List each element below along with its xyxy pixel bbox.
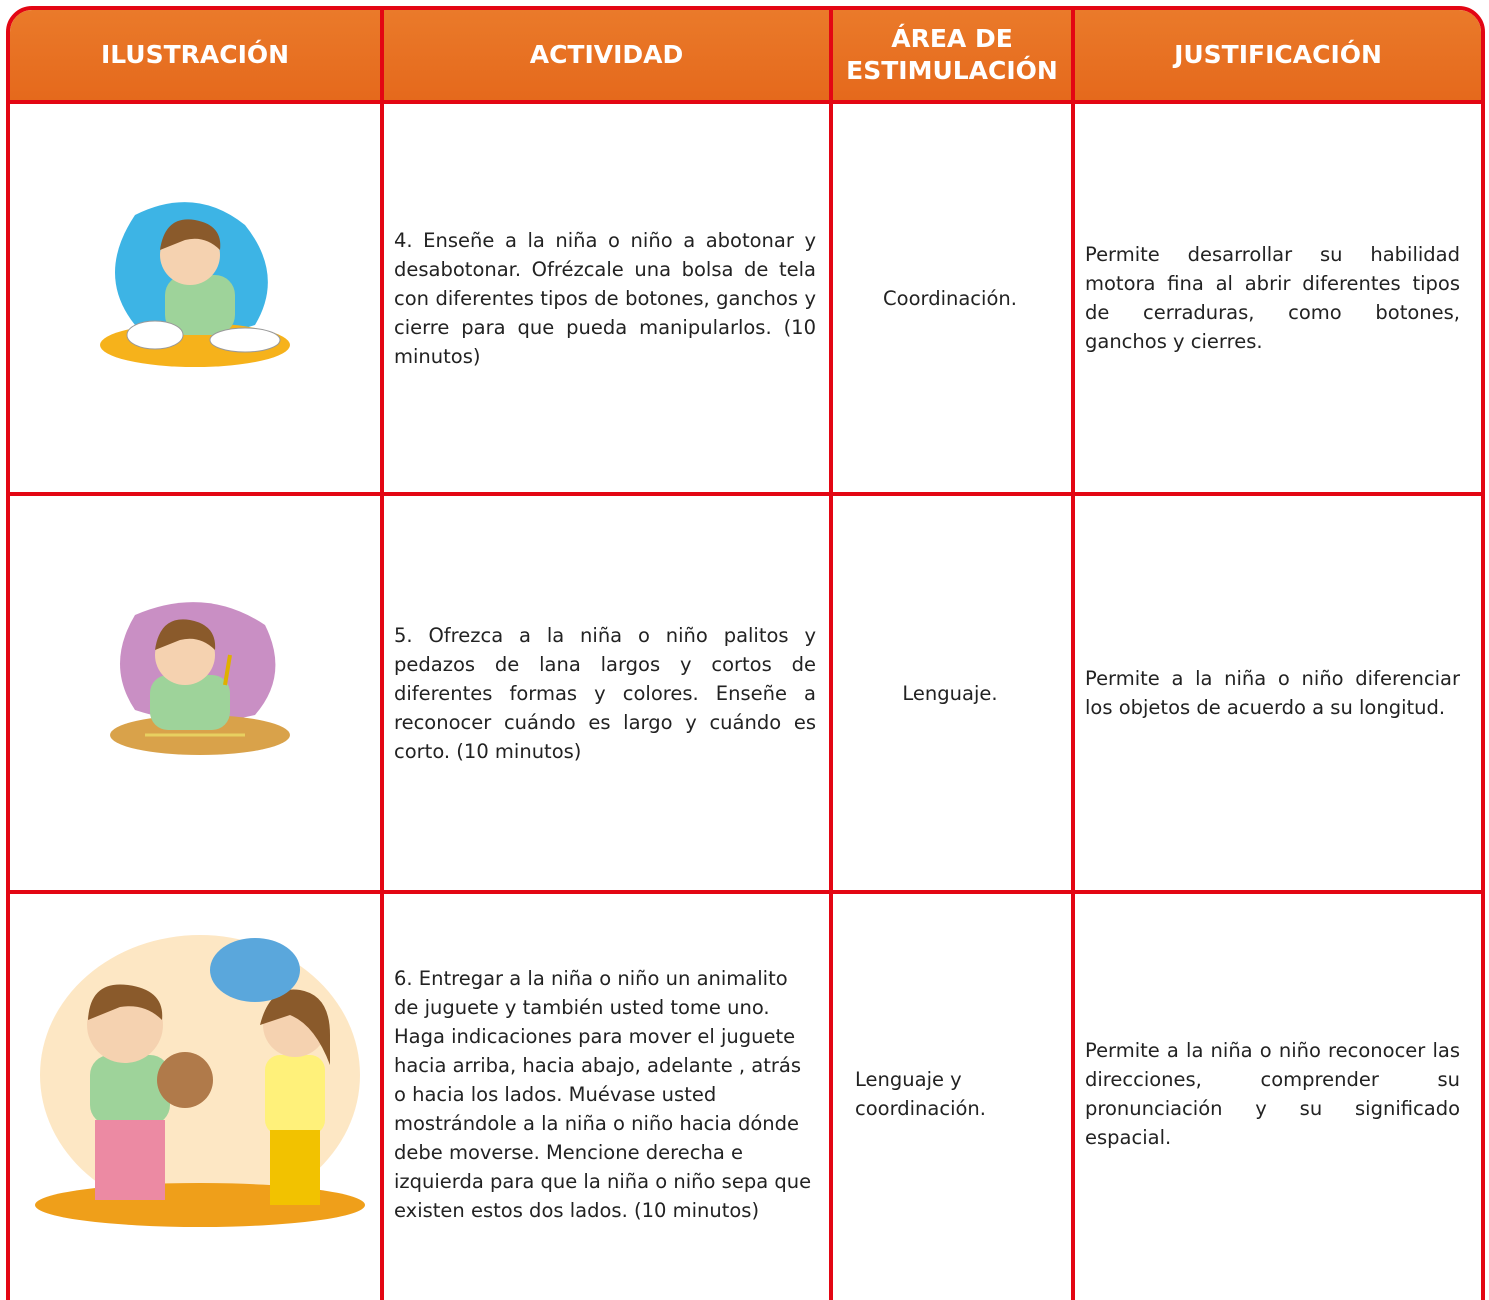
- justification-cell: Permite desarrollar su habilidad motora …: [1085, 104, 1460, 492]
- area-cell: Lenguaje.: [843, 496, 1057, 890]
- header-cell: ACTIVIDAD: [384, 10, 829, 100]
- illustration: [35, 935, 365, 1227]
- activity-cell: 5. Ofrezca a la niña o niño palitos y pe…: [394, 496, 816, 890]
- activity-cell: 4. Enseñe a la niña o niño a abotonar y …: [394, 104, 816, 492]
- area-cell: Lenguaje y coordinación.: [855, 894, 1045, 1294]
- justification-cell: Permite a la niña o niño reconocer las d…: [1085, 894, 1460, 1294]
- table: ILUSTRACIÓN ACTIVIDAD ÁREA DE ESTIMULACI…: [6, 6, 1485, 1300]
- justification-text: Permite a la niña o niño diferenciar los…: [1085, 667, 1460, 719]
- activity-text: 5. Ofrezca a la niña o niño palitos y pe…: [394, 623, 816, 763]
- justification-cell: Permite a la niña o niño diferenciar los…: [1085, 496, 1460, 890]
- row-line: [10, 100, 1481, 104]
- justification-text: Permite a la niña o niño reconocer las d…: [1085, 1039, 1460, 1149]
- column-line: [380, 10, 384, 1300]
- header-cell: JUSTIFICACIÓN: [1075, 10, 1481, 100]
- column-line: [829, 10, 833, 1300]
- activity-text: 6. Entregar a la niña o niño un animalit…: [394, 966, 812, 1222]
- activity-cell: 6. Entregar a la niña o niño un animalit…: [394, 894, 816, 1294]
- area-text: Lenguaje.: [902, 681, 998, 705]
- header-cell: ILUSTRACIÓN: [10, 10, 380, 100]
- area-text: Coordinación.: [883, 286, 1017, 310]
- area-cell: Coordinación.: [843, 104, 1057, 492]
- activity-text: 4. Enseñe a la niña o niño a abotonar y …: [394, 228, 816, 368]
- header-cell: ÁREA DE ESTIMULACIÓN: [833, 10, 1071, 100]
- illustration: [100, 202, 290, 367]
- column-line: [1071, 10, 1075, 1300]
- row-line: [10, 890, 1481, 894]
- illustration: [110, 602, 290, 755]
- justification-text: Permite desarrollar su habilidad motora …: [1085, 243, 1460, 353]
- row-line: [10, 492, 1481, 496]
- area-text: Lenguaje y coordinación.: [855, 1068, 986, 1120]
